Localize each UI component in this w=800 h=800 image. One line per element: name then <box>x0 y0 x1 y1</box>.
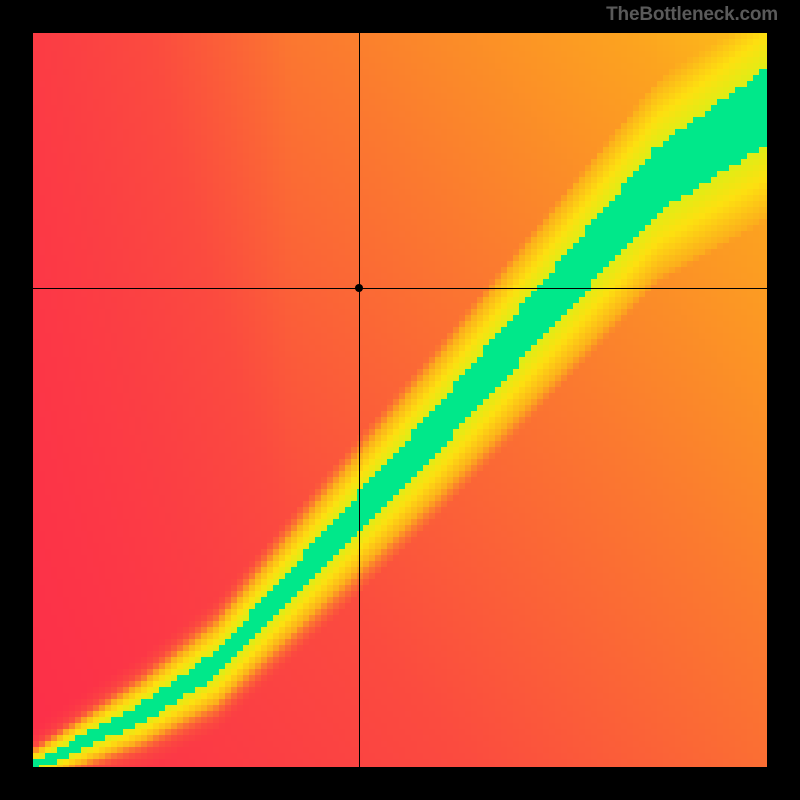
heatmap-plot <box>33 33 767 767</box>
heatmap-canvas <box>33 33 767 767</box>
crosshair-vertical <box>359 33 360 767</box>
marker-dot <box>355 284 363 292</box>
watermark-text: TheBottleneck.com <box>606 4 778 26</box>
chart-container: TheBottleneck.com <box>0 0 800 800</box>
crosshair-horizontal <box>33 288 767 289</box>
